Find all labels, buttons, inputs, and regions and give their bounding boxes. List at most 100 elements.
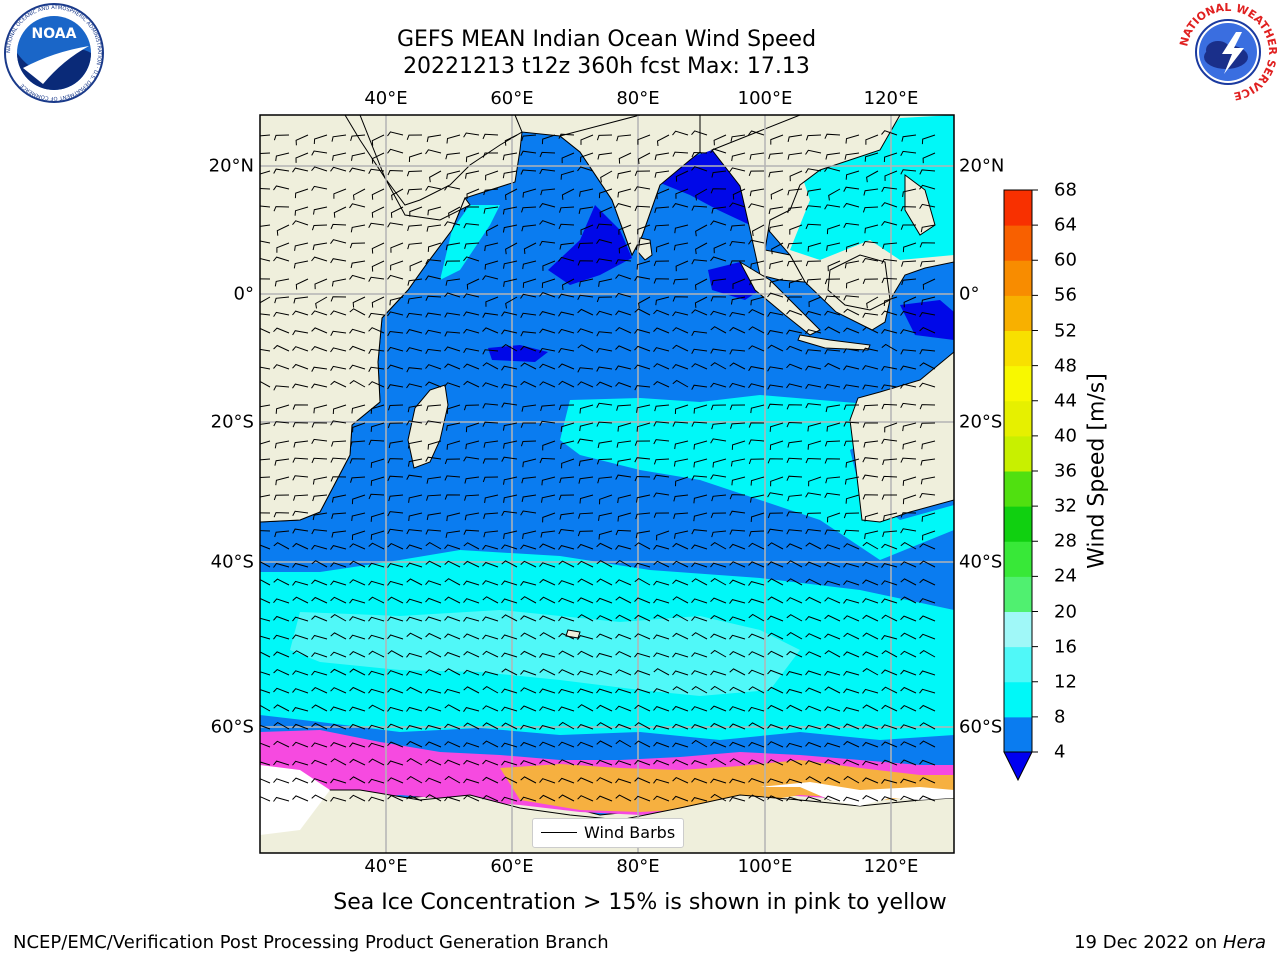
wind-barb <box>768 152 784 160</box>
wind-barb <box>843 404 860 410</box>
wind-barb <box>520 510 537 516</box>
wind-barb <box>444 775 461 784</box>
wind-barb <box>862 579 879 586</box>
wind-barb <box>260 561 271 568</box>
wind-barb <box>558 650 575 658</box>
wind-barb <box>672 686 689 694</box>
wind-barb <box>390 206 404 218</box>
wind-barb <box>805 457 822 464</box>
wind-barb <box>349 328 366 334</box>
wind-barb <box>520 760 537 766</box>
andaman-calm-zone <box>708 262 760 300</box>
wind-barb <box>787 188 803 196</box>
wind-barb <box>260 152 271 154</box>
wind-barb <box>808 476 822 487</box>
wind-barb <box>805 633 822 640</box>
wind-barb <box>807 242 822 252</box>
wind-barb <box>713 134 727 146</box>
wind-barb <box>368 616 385 622</box>
wind-barb <box>634 170 651 176</box>
wind-barb <box>444 668 461 676</box>
colorbar-extend-triangle <box>1003 751 1033 782</box>
wind-barb <box>900 224 916 230</box>
wind-barb <box>786 260 803 267</box>
wind-barb <box>484 260 499 270</box>
wind-barb <box>292 422 309 428</box>
gridlines <box>260 115 954 853</box>
wind-barb <box>675 476 689 487</box>
wind-barb <box>596 296 613 303</box>
wind-barb <box>273 364 290 370</box>
wind-barb <box>260 796 271 802</box>
wind-barb <box>501 668 518 676</box>
wind-barb <box>482 705 499 712</box>
wind-barb <box>260 617 271 622</box>
wind-barb <box>919 560 936 568</box>
wind-barb <box>881 130 898 136</box>
wind-barb <box>558 759 575 766</box>
wind-barb <box>273 206 290 212</box>
wind-barb <box>805 365 822 371</box>
wind-barb <box>883 512 898 521</box>
wind-barb <box>387 364 404 370</box>
wind-barb <box>352 188 366 201</box>
wind-barb <box>881 704 898 712</box>
wind-barb <box>273 687 290 694</box>
wind-barb <box>826 422 841 432</box>
wind-barb <box>769 278 784 288</box>
wind-barb <box>656 188 670 200</box>
wind-barb <box>843 796 860 802</box>
wind-barb <box>862 474 879 480</box>
wind-barb <box>824 362 841 370</box>
wind-barb <box>672 344 689 352</box>
wind-barb <box>730 422 746 429</box>
wind-barb <box>922 152 936 164</box>
wind-barb <box>748 439 765 445</box>
wind-barb <box>425 456 442 462</box>
wind-barb <box>749 152 765 160</box>
wind-barb <box>293 260 309 269</box>
wind-barb <box>673 458 689 467</box>
wind-barb <box>653 512 670 518</box>
wind-barb <box>558 347 575 353</box>
wind-barb <box>539 688 556 694</box>
wind-barb <box>787 152 803 160</box>
wind-barb <box>406 329 423 334</box>
wind-barb <box>900 457 917 463</box>
wind-barb <box>729 510 746 516</box>
wind-barb <box>260 380 271 388</box>
wind-barb <box>561 152 575 164</box>
wind-barb <box>539 457 556 464</box>
wind-barb <box>729 686 746 694</box>
wind-barb <box>311 759 328 766</box>
wind-barb <box>786 597 803 604</box>
wind-barb <box>520 596 537 604</box>
wind-barb <box>349 579 366 586</box>
wind-barb <box>881 741 898 748</box>
wind-barb <box>596 239 613 244</box>
wind-barb <box>653 795 670 802</box>
wind-barb <box>406 544 423 550</box>
lat-tick-right: 40°S <box>959 551 1003 573</box>
wind-barb <box>444 796 461 802</box>
wind-barb <box>503 494 518 503</box>
wind-barb <box>501 706 518 712</box>
wind-barb <box>615 529 632 536</box>
wind-barb <box>292 707 309 712</box>
wind-barb <box>767 632 784 640</box>
wind-barb <box>768 224 784 233</box>
wind-barb <box>448 206 461 219</box>
wind-barb <box>729 311 746 317</box>
wind-barb <box>901 278 917 286</box>
wind-barb <box>863 440 879 448</box>
wind-barb <box>558 223 575 230</box>
wind-barb <box>520 687 537 694</box>
wind-barb <box>750 512 765 522</box>
colorbar-tick-label: 56 <box>1054 284 1077 306</box>
wind-barb <box>560 170 575 180</box>
wind-barb <box>522 188 537 198</box>
wind-barb <box>653 363 670 370</box>
wind-barb <box>520 650 537 658</box>
wind-barb <box>596 347 613 353</box>
wind-barb <box>824 278 841 285</box>
